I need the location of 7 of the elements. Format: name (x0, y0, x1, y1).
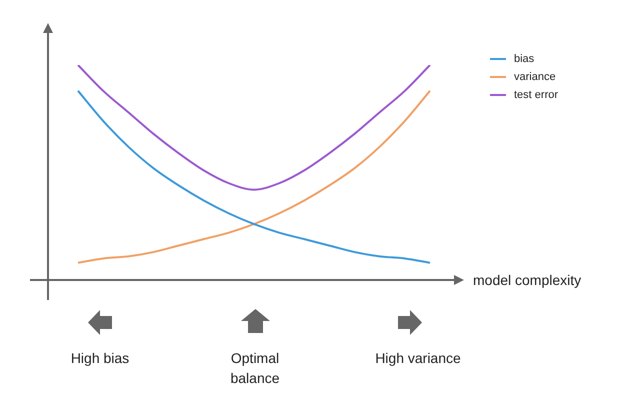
x-axis-title: model complexity (473, 271, 582, 289)
text: High variance (374, 349, 462, 368)
text: Optimal balance (229, 349, 281, 388)
legend-label: bias (514, 53, 534, 65)
legend-label: variance (514, 71, 556, 83)
legend-label: test error (514, 89, 558, 101)
text: High bias (70, 349, 130, 368)
